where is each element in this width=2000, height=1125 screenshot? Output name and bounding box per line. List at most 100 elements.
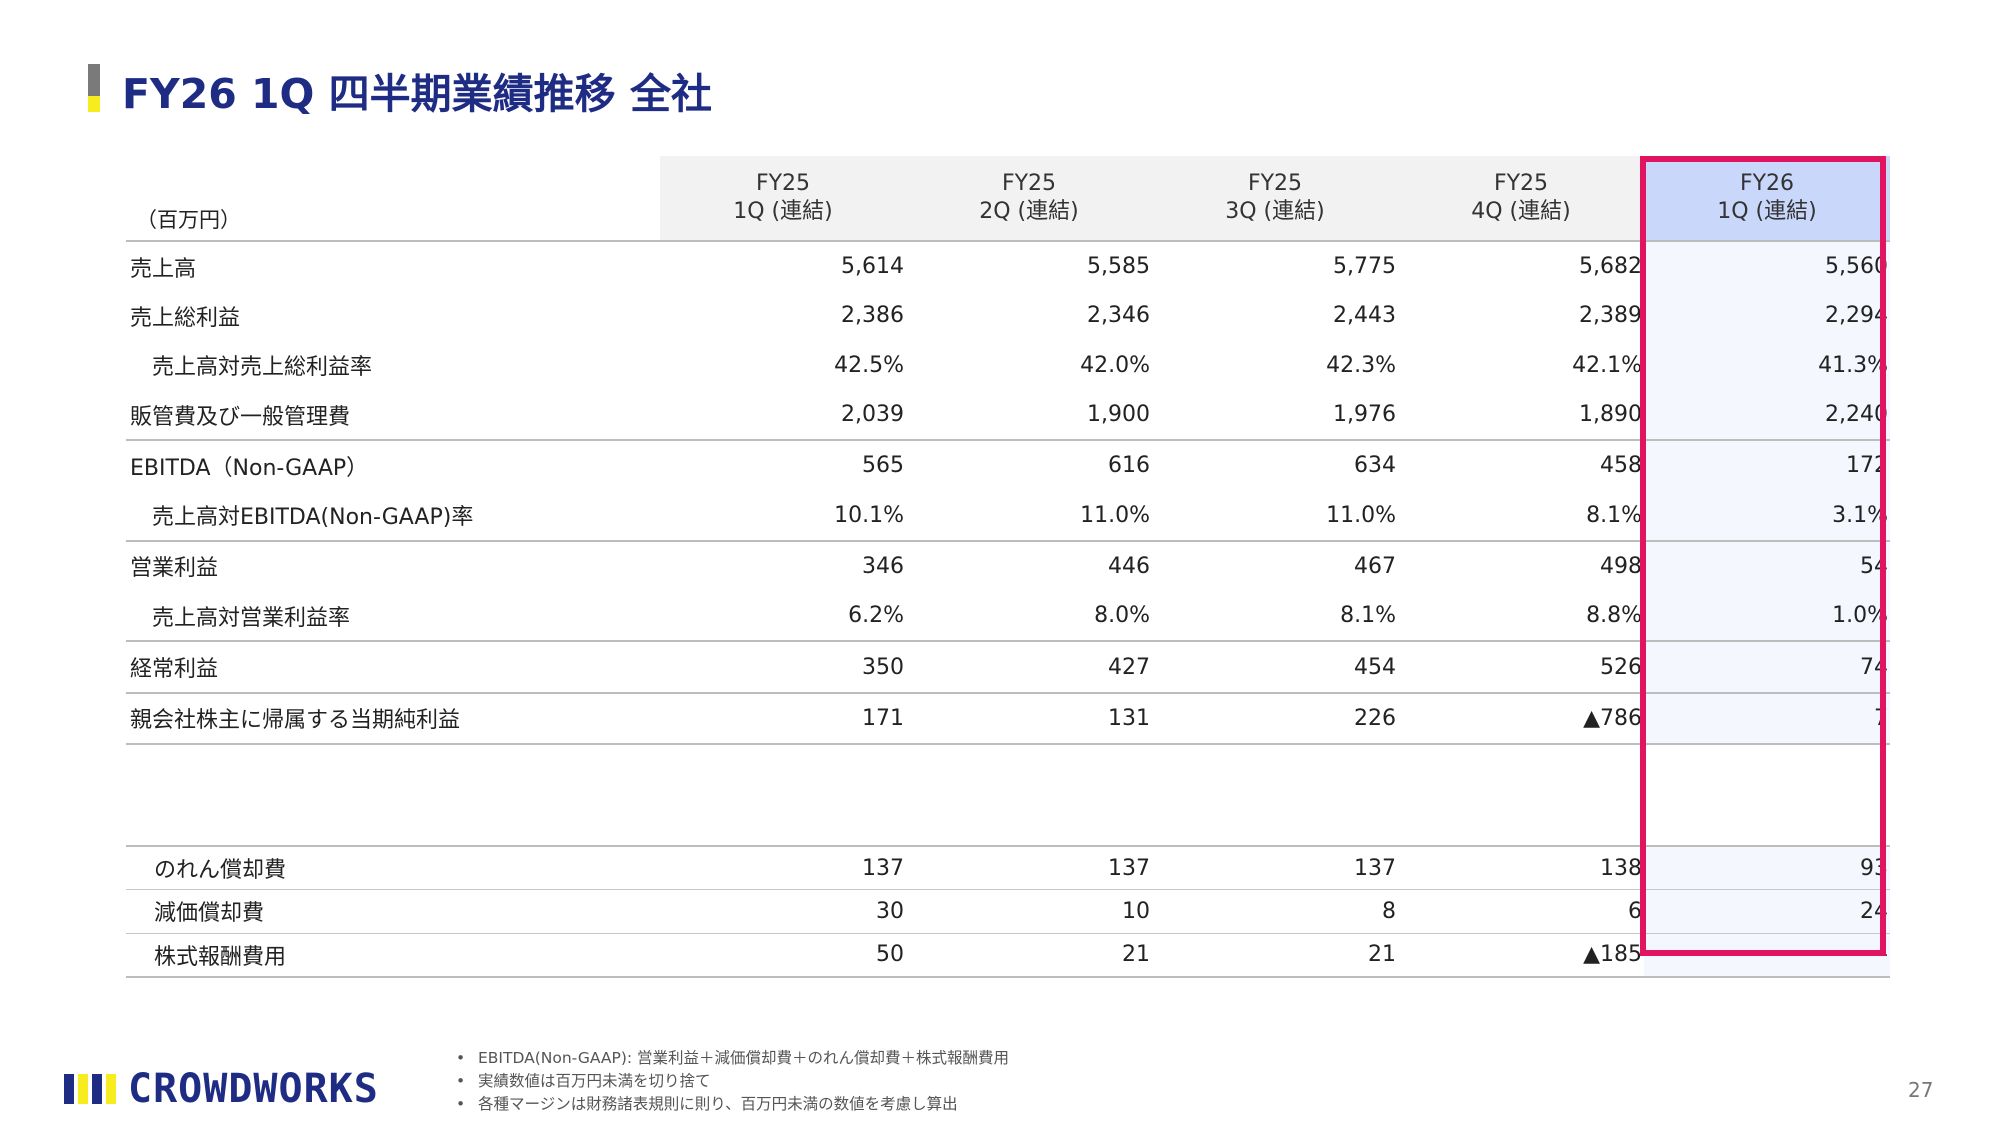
table-cell: 346: [660, 539, 906, 592]
table-row: 売上高 5,614 5,585 5,775 5,682 5,560: [126, 241, 1890, 292]
table-cell: 350: [660, 640, 906, 693]
page-number: 27: [1908, 1078, 1934, 1102]
table-cell: 498: [1398, 539, 1644, 592]
table-cell: 137: [660, 844, 906, 890]
table-cell: 6.2%: [848, 603, 904, 629]
table-cell-highlighted: -: [1644, 932, 1890, 978]
table-cell: 21: [1152, 932, 1398, 978]
table-cell: 10.1%: [834, 502, 904, 528]
table-row: のれん償却費 137 137 137 138 93: [126, 844, 1890, 890]
table-cell-highlighted: 3.1%: [1644, 490, 1890, 541]
row-label: 売上高対売上総利益率: [152, 355, 373, 381]
table-cell: 8.0%: [1094, 603, 1150, 629]
logo-text: CROWDWORKS: [128, 1066, 379, 1112]
table-cell-highlighted: 54: [1644, 539, 1890, 592]
footnotes: • EBITDA(Non-GAAP): 営業利益＋減価償却費＋のれん償却費＋株式報…: [456, 1047, 1009, 1116]
row-label: 売上高: [130, 256, 197, 282]
row-label: 株式報酬費用: [126, 932, 660, 978]
logo-mark-icon: [64, 1074, 116, 1104]
table-row: 売上高対営業利益率 6.2% 8.0% 8.1% 8.8% 1.0%: [126, 591, 1890, 642]
table-cell: 565: [660, 439, 906, 491]
table-row: 販管費及び一般管理費 2,039 1,900 1,976 1,890 2,240: [126, 389, 1890, 441]
column-header-highlighted: FY26 1Q (連結): [1644, 156, 1890, 242]
table-cell: 50: [660, 932, 906, 978]
table-cell: 2,346: [1087, 303, 1150, 329]
table-cell: 8.1%: [1586, 502, 1642, 528]
table-row: 売上高対売上総利益率 42.5% 42.0% 42.3% 42.1% 41.3%: [126, 340, 1890, 390]
table-cell: 131: [906, 691, 1152, 745]
footnote: • 各種マージンは財務諸表規則に則り、百万円未満の数値を考慮し算出: [456, 1095, 958, 1113]
table-row: 経常利益 350 427 454 526 74: [126, 640, 1890, 693]
table-cell: 226: [1152, 691, 1398, 745]
table-row: 営業利益 346 446 467 498 54: [126, 539, 1890, 592]
table-cell: 5,682: [1579, 254, 1642, 280]
table-cell: 634: [1152, 439, 1398, 491]
table-cell: 467: [1152, 539, 1398, 592]
table-spacer: [126, 744, 1890, 846]
table-row: 減価償却費 30 10 8 6 24: [126, 889, 1890, 934]
table-cell: ▲185: [1398, 932, 1644, 978]
table-cell: ▲786: [1398, 691, 1644, 745]
table-cell-highlighted: 74: [1644, 640, 1890, 693]
table-cell: 1,976: [1333, 402, 1396, 428]
row-label: 売上総利益: [130, 305, 241, 331]
table-cell: 1,890: [1579, 402, 1642, 428]
table-cell: 42.3%: [1326, 352, 1396, 378]
table-cell: 5,614: [841, 254, 904, 280]
footnote: • EBITDA(Non-GAAP): 営業利益＋減価償却費＋のれん償却費＋株式報…: [456, 1049, 1010, 1067]
table-cell: 171: [660, 691, 906, 745]
table-cell: 454: [1152, 640, 1398, 693]
table-cell-highlighted: 41.3%: [1644, 340, 1890, 390]
table-row: 売上総利益 2,386 2,346 2,443 2,389 2,294: [126, 291, 1890, 341]
row-label: 営業利益: [126, 539, 660, 592]
table-cell-highlighted: 93: [1644, 844, 1890, 890]
table-cell-highlighted: 2,294: [1644, 291, 1890, 341]
column-header: FY25 2Q (連結): [906, 156, 1152, 242]
table-row: 親会社株主に帰属する当期純利益 171 131 226 ▲786 7: [126, 691, 1890, 745]
financial-table: （百万円） FY25 1Q (連結) FY25 2Q (連結) FY25 3Q (連結…: [126, 156, 1890, 978]
table-cell: 6: [1398, 889, 1644, 934]
table-header-row: （百万円） FY25 1Q (連結) FY25 2Q (連結) FY25 3Q (連結…: [126, 156, 1890, 242]
table-cell: 10: [906, 889, 1152, 934]
company-logo: CROWDWORKS: [64, 1066, 379, 1112]
table-cell: 11.0%: [1080, 502, 1150, 528]
table-cell: 2,443: [1333, 303, 1396, 329]
table-cell: 8: [1152, 889, 1398, 934]
table-row: EBITDA（Non-GAAP） 565 616 634 458 172: [126, 439, 1890, 491]
row-label: 減価償却費: [126, 889, 660, 934]
table-cell: 526: [1398, 640, 1644, 693]
table-cell: 21: [906, 932, 1152, 978]
table-cell: 427: [906, 640, 1152, 693]
table-cell-highlighted: 1.0%: [1644, 591, 1890, 642]
row-label: EBITDA（Non-GAAP）: [126, 439, 660, 491]
footnote: • 実績数値は百万円未満を切り捨て: [456, 1072, 711, 1090]
row-label: のれん償却費: [126, 844, 660, 890]
title-accent-bar: [88, 64, 100, 112]
table-cell-highlighted: 2,240: [1644, 389, 1890, 441]
page-title: FY26 1Q 四半期業績推移 全社: [122, 70, 712, 118]
table-cell: 42.1%: [1572, 352, 1642, 378]
column-header: FY25 4Q (連結): [1398, 156, 1644, 242]
table-cell-highlighted: 5,560: [1644, 241, 1890, 292]
table-cell: 5,585: [1087, 254, 1150, 280]
table-cell: 2,389: [1579, 303, 1642, 329]
row-label: 売上高対営業利益率: [152, 605, 351, 631]
table-cell: 11.0%: [1326, 502, 1396, 528]
table-cell: 30: [660, 889, 906, 934]
table-cell: 458: [1398, 439, 1644, 491]
table-cell: 42.0%: [1080, 352, 1150, 378]
table-cell: 8.8%: [1586, 603, 1642, 629]
row-label: 売上高対EBITDA(Non-GAAP)率: [152, 505, 474, 531]
table-row: 売上高対EBITDA(Non-GAAP)率 10.1% 11.0% 11.0% …: [126, 490, 1890, 541]
table-cell-highlighted: 24: [1644, 889, 1890, 934]
table-row: 株式報酬費用 50 21 21 ▲185 -: [126, 932, 1890, 978]
column-header: FY25 3Q (連結): [1152, 156, 1398, 242]
table-cell: 8.1%: [1340, 603, 1396, 629]
table-cell: 5,775: [1333, 254, 1396, 280]
table-cell: 42.5%: [834, 352, 904, 378]
row-label: 親会社株主に帰属する当期純利益: [126, 691, 660, 745]
table-cell: 137: [1152, 844, 1398, 890]
table-cell: 138: [1398, 844, 1644, 890]
table-cell: 2,386: [841, 303, 904, 329]
table-cell: 446: [906, 539, 1152, 592]
